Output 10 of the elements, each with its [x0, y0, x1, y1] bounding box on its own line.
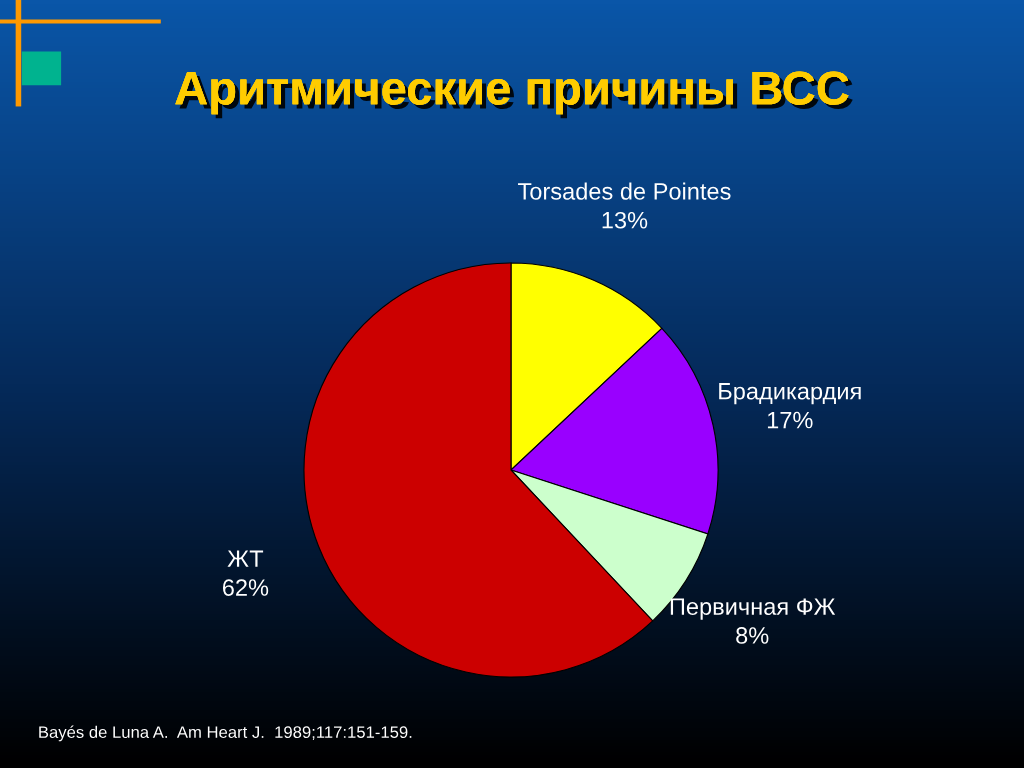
- text: Bayés de Luna A. Am Heart J. 1989;117:151-159.: [39, 725, 412, 742]
- data-label: 17%: [767, 411, 813, 429]
- slice-label: Брадикардия: [719, 383, 861, 405]
- data-label: 8%: [736, 627, 769, 644]
- data-label: 13%: [602, 211, 648, 229]
- slice-label: Первичная ФЖ: [670, 598, 836, 620]
- slice-label: ЖТ: [227, 550, 264, 567]
- chart-title: Аритмические причины ВСС: [175, 71, 853, 119]
- data-label: 62%: [222, 579, 269, 596]
- slice-label: Torsades de Pointes: [518, 182, 731, 200]
